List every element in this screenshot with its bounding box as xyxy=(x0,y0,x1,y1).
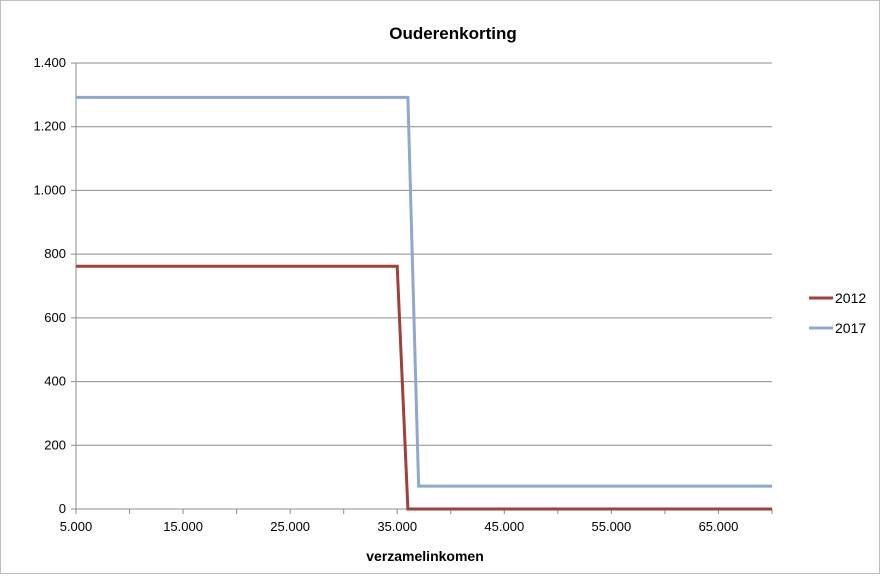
legend-label-2017: 2017 xyxy=(835,320,866,336)
x-tick-label: 15.000 xyxy=(163,519,203,534)
y-tick-label: 800 xyxy=(44,246,66,261)
y-axis-ticks: 0 200 400 600 800 1.000 1.200 1.400 xyxy=(33,55,76,516)
y-tick-label: 600 xyxy=(44,310,66,325)
axes xyxy=(75,63,772,510)
x-tick-label: 55.000 xyxy=(592,519,632,534)
chart-title: Ouderenkorting xyxy=(389,24,517,43)
y-tick-label: 1.400 xyxy=(33,55,66,70)
x-tick-label: 25.000 xyxy=(270,519,310,534)
legend-label-2012: 2012 xyxy=(835,290,866,306)
y-tick-label: 0 xyxy=(59,501,66,516)
y-tick-label: 1.000 xyxy=(33,182,66,197)
series-line-2012 xyxy=(76,264,772,511)
y-tick-label: 200 xyxy=(44,437,66,452)
gridlines xyxy=(76,62,772,446)
x-tick-label: 5.000 xyxy=(60,519,93,534)
x-axis-title: verzamelinkomen xyxy=(366,548,484,564)
x-tick-label: 65.000 xyxy=(699,519,739,534)
y-tick-label: 400 xyxy=(44,374,66,389)
x-tick-label: 45.000 xyxy=(484,519,524,534)
x-tick-label: 35.000 xyxy=(377,519,417,534)
series-lines xyxy=(76,95,772,511)
y-tick-label: 1.200 xyxy=(33,119,66,134)
x-axis-ticks: 5.000 15.000 25.000 35.000 45.000 55.000 65.00… xyxy=(60,509,773,534)
series-line-2017 xyxy=(76,95,772,488)
legend: 2012 2017 xyxy=(809,290,866,336)
